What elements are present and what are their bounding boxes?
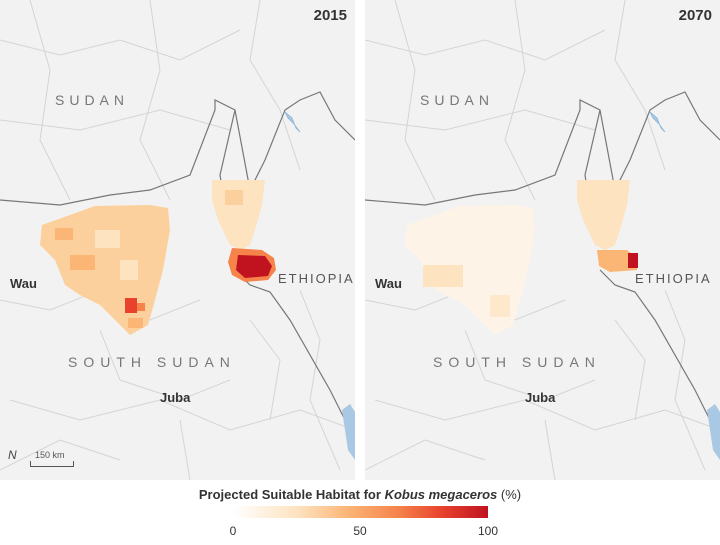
map-canvas-2015	[0, 0, 355, 480]
legend-tick-100: 100	[477, 524, 499, 538]
scale-bar-label: 150 km	[35, 450, 65, 460]
city-label-juba: Juba	[525, 390, 556, 405]
country-label-sudan: SUDAN	[55, 92, 130, 108]
legend-color-ramp	[233, 506, 488, 518]
habitat-region-west-2070	[405, 205, 535, 335]
year-label-2015: 2015	[313, 7, 347, 24]
city-label-juba: Juba	[160, 390, 191, 405]
scale-bar-line	[30, 461, 74, 467]
map-panel-2070: 2070 SUDAN Wau ETHIOPIA SOUTH SUDAN Juba	[365, 0, 720, 480]
year-label-2070: 2070	[678, 7, 712, 24]
habitat-region-west-2015	[40, 205, 170, 335]
legend-species-name: Kobus megaceros	[384, 487, 498, 502]
country-label-sudan: SUDAN	[420, 92, 495, 108]
north-arrow-icon: N	[8, 448, 17, 462]
country-label-south-sudan: SOUTH SUDAN	[68, 354, 236, 370]
country-label-ethiopia: ETHIOPIA	[278, 271, 355, 286]
city-label-wau: Wau	[375, 276, 402, 291]
legend-title: Projected Suitable Habitat for Kobus meg…	[0, 487, 720, 502]
legend-tick-50: 50	[353, 524, 367, 538]
country-label-south-sudan: SOUTH SUDAN	[433, 354, 601, 370]
habitat-region-east-2070	[577, 180, 638, 272]
legend-unit: (%)	[500, 487, 522, 502]
legend-tick-0: 0	[229, 524, 237, 538]
legend-title-prefix: Projected Suitable Habitat for	[198, 487, 381, 502]
map-canvas-2070	[365, 0, 720, 480]
city-label-wau: Wau	[10, 276, 37, 291]
map-panel-2015: 2015 SUDAN Wau ETHIOPIA SOUTH SUDAN Juba…	[0, 0, 355, 480]
habitat-region-east-2015	[212, 180, 276, 282]
country-label-ethiopia: ETHIOPIA	[635, 271, 712, 286]
